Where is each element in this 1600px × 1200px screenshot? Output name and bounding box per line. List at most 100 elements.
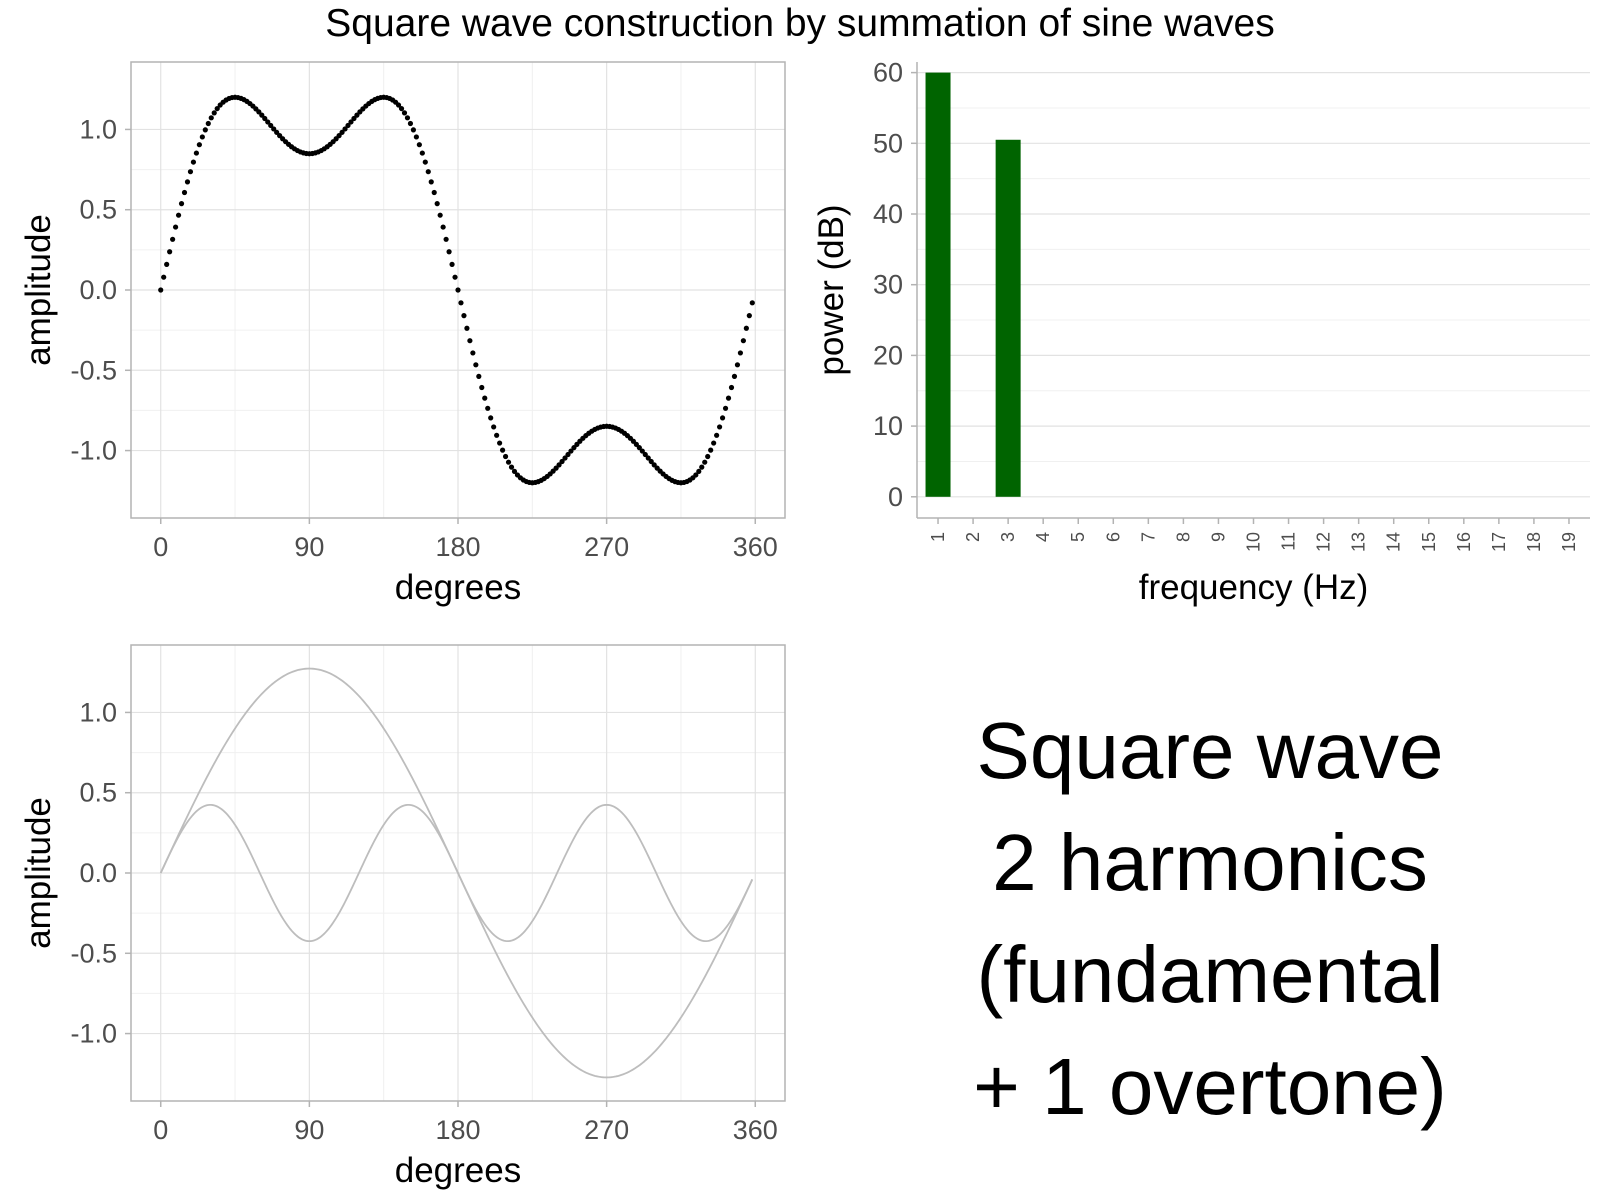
x-tick-label: 5: [1068, 532, 1088, 542]
y-tick-label: 20: [873, 340, 903, 370]
data-point: [636, 445, 642, 451]
x-tick-label: 11: [1279, 532, 1299, 551]
data-point: [199, 134, 205, 140]
data-point: [175, 212, 182, 218]
y-tick-label: 10: [873, 411, 903, 441]
y-tick-label: -1.0: [70, 436, 117, 466]
data-point: [693, 472, 699, 478]
x-tick-label: 0: [153, 1115, 168, 1145]
x-tick-label: 2: [963, 532, 983, 542]
data-point: [749, 300, 755, 306]
y-tick-label: -0.5: [70, 355, 117, 385]
data-point: [473, 362, 479, 368]
x-tick-label: 13: [1349, 532, 1369, 552]
bar-freq-1: [925, 72, 951, 497]
data-point: [265, 119, 271, 125]
y-tick-label: 50: [873, 128, 903, 158]
y-tick-label: 0.0: [79, 275, 117, 305]
y-tick-label: 0.5: [79, 778, 117, 808]
y-axis-title: amplitude: [19, 214, 58, 366]
data-point: [190, 159, 197, 165]
data-point: [508, 464, 515, 470]
x-tick-label: 360: [733, 1115, 778, 1145]
y-tick-label: 0: [888, 482, 903, 512]
bar-freq-3: [995, 139, 1021, 497]
data-point: [711, 440, 717, 446]
data-point: [395, 102, 402, 108]
data-point: [422, 159, 428, 165]
x-tick-label: 270: [584, 1115, 629, 1145]
data-point: [428, 179, 434, 185]
data-point: [491, 424, 497, 430]
data-point: [485, 405, 491, 411]
data-point: [702, 459, 708, 465]
data-point: [476, 373, 482, 379]
data-point: [446, 249, 452, 255]
data-point: [262, 115, 268, 122]
data-point: [410, 127, 417, 133]
data-point: [351, 115, 357, 122]
data-point: [431, 189, 437, 196]
data-point: [196, 142, 202, 148]
data-point: [268, 122, 274, 129]
x-tick-label: 360: [733, 532, 778, 562]
data-point: [714, 432, 720, 438]
data-point: [559, 458, 565, 465]
data-point: [167, 249, 173, 255]
annotation-line-4: + 1 overtone): [973, 1042, 1447, 1131]
y-tick-label: 60: [873, 58, 903, 88]
data-point: [437, 212, 443, 218]
data-point: [502, 453, 509, 460]
y-tick-label: 40: [873, 199, 903, 229]
data-point: [178, 201, 185, 207]
data-point: [407, 120, 414, 127]
x-tick-label: 19: [1559, 532, 1579, 552]
x-tick-label: 0: [153, 532, 168, 562]
x-tick-label: 1: [928, 532, 948, 542]
x-tick-label: 3: [998, 532, 1018, 542]
y-tick-label: 0.0: [79, 858, 117, 888]
x-axis-title: degrees: [395, 568, 521, 607]
data-point: [211, 110, 217, 116]
x-axis-title: degrees: [395, 1151, 521, 1190]
y-axis-title: power (dB): [812, 204, 851, 375]
x-tick-label: 180: [435, 1115, 480, 1145]
y-tick-label: 1.0: [79, 697, 117, 727]
data-point: [705, 453, 711, 460]
data-point: [458, 300, 464, 306]
data-point: [342, 126, 348, 132]
data-point: [181, 189, 188, 196]
x-tick-label: 6: [1103, 532, 1123, 542]
data-point: [479, 384, 485, 391]
data-point: [568, 448, 574, 454]
data-point: [443, 236, 449, 242]
data-point: [187, 169, 194, 175]
data-point: [419, 150, 425, 156]
data-point: [452, 274, 458, 280]
data-point: [455, 287, 461, 293]
data-point: [158, 287, 164, 293]
data-point: [164, 261, 170, 267]
data-point: [339, 129, 345, 135]
data-point: [648, 458, 654, 465]
x-tick-label: 7: [1138, 532, 1158, 542]
data-point: [746, 313, 752, 319]
data-point: [737, 350, 744, 356]
data-point: [728, 384, 735, 391]
data-point: [416, 142, 422, 148]
x-tick-label: 4: [1033, 532, 1053, 542]
data-point: [404, 115, 411, 121]
y-tick-label: 1.0: [79, 114, 117, 144]
data-point: [348, 119, 354, 125]
x-tick-label: 8: [1173, 532, 1193, 542]
data-point: [172, 224, 179, 230]
x-tick-label: 12: [1314, 532, 1334, 552]
data-point: [202, 127, 208, 133]
data-point: [731, 373, 738, 379]
data-point: [208, 115, 214, 121]
data-point: [464, 325, 470, 331]
data-point: [398, 105, 405, 112]
